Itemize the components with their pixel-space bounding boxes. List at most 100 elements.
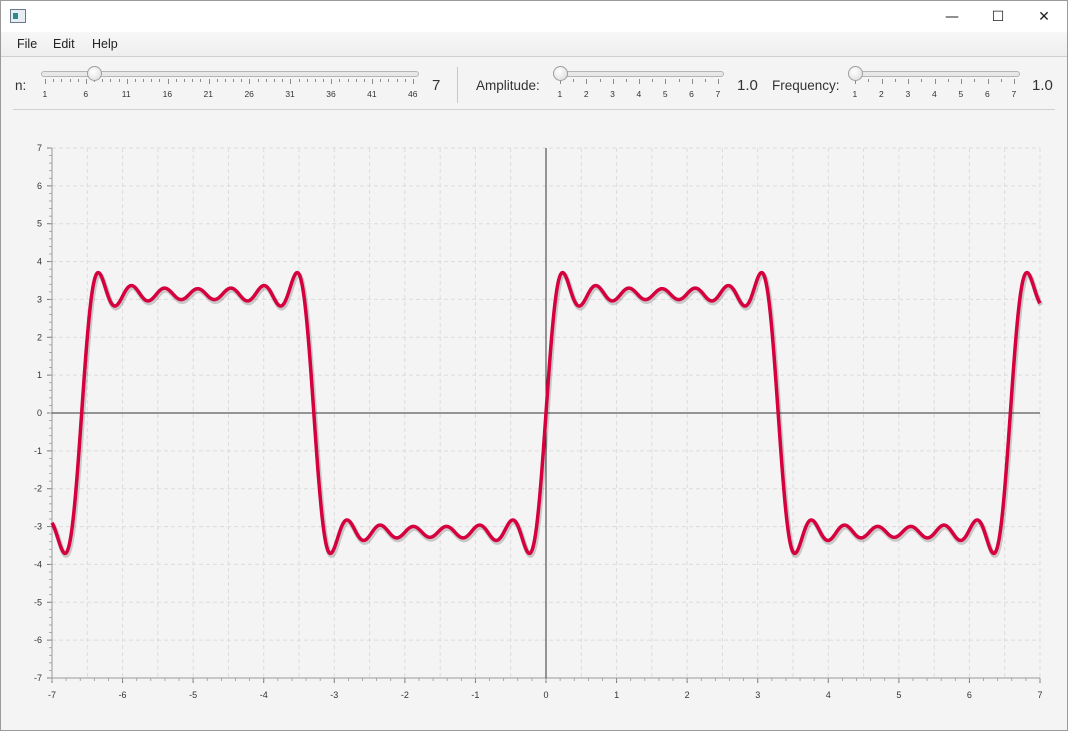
y-tick-label: -1 (34, 446, 42, 456)
amplitude-slider-tick (639, 79, 640, 84)
x-tick-label: -6 (119, 690, 127, 700)
frequency-slider-tick-label: 6 (985, 89, 990, 99)
n-slider-tick (314, 79, 316, 82)
frequency-label: Frequency: (772, 78, 840, 93)
amplitude-slider-tick (665, 79, 667, 84)
y-tick-label: 7 (37, 143, 42, 153)
n-slider-tick (143, 79, 145, 82)
amplitude-slider-tick (560, 79, 561, 84)
frequency-slider-tick-label: 4 (932, 89, 937, 99)
n-slider-tick-label: 31 (285, 89, 295, 99)
fourier-chart: 7 6 5 4 3 2 1 0 -1 -2 -3 -4 -5 -6 -7 -7 -6 -5 -4 -3 -2 -1 0 1 2 3… (1, 111, 1067, 716)
n-slider-tick-label: 11 (121, 89, 131, 99)
y-tick-label: -5 (34, 597, 42, 607)
n-slider-tick (413, 79, 414, 84)
amplitude-slider-tick (625, 79, 627, 82)
n-slider-tick-label: 16 (162, 89, 173, 99)
amplitude-slider-tick-label: 1 (557, 89, 563, 99)
y-tick-label: 6 (37, 181, 42, 191)
n-label: n: (15, 78, 27, 93)
n-slider-tick-label: 41 (367, 89, 377, 99)
x-tick-label: 4 (826, 690, 831, 700)
n-slider-tick-label: 21 (203, 89, 214, 99)
n-slider-tick (282, 79, 284, 82)
n-slider-tick (192, 79, 194, 82)
amplitude-slider-tick-label: 3 (610, 89, 615, 99)
n-slider-tick-label: 1 (42, 89, 48, 99)
frequency-slider-tick (974, 79, 976, 82)
x-tick-label: -7 (48, 690, 56, 700)
x-tick-label: 6 (967, 690, 972, 700)
frequency-slider-tick (881, 79, 883, 84)
n-slider-tick (159, 79, 161, 82)
amplitude-slider-tick (678, 79, 680, 82)
n-slider-tick (355, 79, 357, 82)
n-slider-tick (77, 79, 79, 82)
n-slider-tick (126, 79, 128, 84)
frequency-slider-tick (855, 79, 856, 84)
maximize-button[interactable]: ☐ (991, 8, 1005, 25)
frequency-value: 1.0 (1032, 77, 1053, 94)
minimize-button[interactable]: — (945, 8, 959, 25)
n-slider-tick (372, 79, 374, 84)
n-slider-tick (388, 79, 390, 82)
y-tick-label: -6 (34, 635, 42, 645)
x-tick-label: -1 (471, 690, 479, 700)
x-tick-label: 1 (614, 690, 619, 700)
x-tick-label: 0 (543, 690, 548, 700)
frequency-slider-tick (908, 79, 909, 84)
amplitude-slider-thumb[interactable] (553, 66, 568, 81)
n-slider-tick (175, 79, 177, 82)
frequency-slider-tick (1000, 79, 1002, 82)
y-tick-label: 2 (37, 332, 42, 342)
x-tick-label: -4 (260, 690, 268, 700)
frequency-slider-track[interactable] (851, 71, 1020, 77)
n-slider-tick (323, 79, 325, 82)
amplitude-slider-tick-label: 4 (636, 89, 642, 99)
x-tick-label: 5 (896, 690, 901, 700)
chart-canvas: 7 6 5 4 3 2 1 0 -1 -2 -3 -4 -5 -6 -7 -7 -6 -5 -4 -3 -2 -1 0 1 2 3… (34, 143, 1044, 700)
frequency-slider-tick-label: 1 (852, 89, 858, 99)
amplitude-slider-tick-label: 7 (715, 89, 721, 99)
frequency-slider-thumb[interactable] (848, 66, 863, 81)
n-slider-tick (404, 79, 406, 82)
n-slider-tick (298, 79, 300, 82)
n-slider-tick-label: 36 (326, 89, 336, 99)
n-slider-track[interactable] (41, 71, 419, 77)
n-slider-tick (45, 79, 46, 84)
n-slider-tick (339, 79, 341, 82)
n-slider-thumb[interactable] (87, 66, 103, 81)
frequency-slider-tick (947, 79, 949, 82)
n-slider-tick (347, 79, 349, 82)
n-slider-tick (257, 79, 259, 82)
n-slider-tick (200, 79, 202, 82)
menu-edit[interactable]: Edit (53, 37, 75, 51)
n-slider-tick (184, 79, 186, 82)
amplitude-value: 1.0 (737, 77, 758, 94)
frequency-slider-tick (921, 79, 923, 82)
n-slider-tick (363, 79, 365, 82)
frequency-slider-tick (934, 79, 936, 84)
amplitude-slider-tick-label: 2 (583, 89, 589, 99)
y-tick-label: 5 (37, 219, 42, 229)
amplitude-slider-track[interactable] (556, 71, 724, 77)
n-slider-tick (290, 79, 292, 84)
n-slider-tick (134, 79, 136, 82)
menu-help[interactable]: Help (92, 37, 118, 51)
frequency-slider-tick-label: 5 (958, 89, 964, 99)
series-line (50, 270, 1042, 556)
n-value: 7 (432, 77, 441, 94)
n-slider-tick (110, 79, 112, 82)
amplitude-slider-tick (612, 79, 614, 84)
x-tick-label: 3 (755, 690, 760, 700)
menu-file[interactable]: File (17, 37, 38, 51)
frequency-slider-tick (987, 79, 989, 84)
toolbar-divider (13, 109, 1055, 110)
frequency-slider-tick (868, 79, 870, 82)
frequency-slider-tick (1014, 79, 1015, 84)
close-button[interactable]: ✕ (1038, 8, 1050, 25)
n-slider-tick (249, 79, 251, 84)
amplitude-slider-tick (691, 79, 693, 84)
amplitude-slider-tick (573, 79, 575, 82)
